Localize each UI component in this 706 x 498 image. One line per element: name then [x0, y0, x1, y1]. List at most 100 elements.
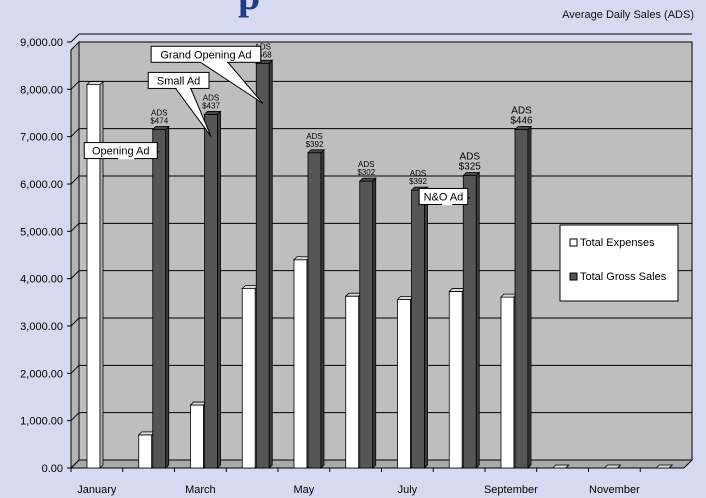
- bar-total-expenses: [603, 464, 622, 469]
- ads-label: $437: [202, 101, 220, 110]
- bar-side: [565, 464, 570, 469]
- x-tick-label: January: [77, 484, 117, 496]
- plot-side-wall: [70, 40, 80, 470]
- x-tick-label: November: [589, 484, 640, 496]
- bar-total-gross-sales: [307, 148, 325, 469]
- bar-total-expenses: [655, 464, 674, 469]
- ads-label: $302: [357, 168, 375, 177]
- bar-front: [138, 434, 153, 469]
- bar-front: [255, 62, 270, 469]
- gridline-diagonal: [70, 364, 80, 374]
- bar-front: [514, 129, 529, 469]
- chart-subtitle: Average Daily Sales (ADS): [562, 9, 694, 21]
- bar-total-gross-sales: [255, 59, 274, 469]
- y-tick-label: 0.00: [42, 463, 63, 475]
- bar-front: [204, 114, 218, 469]
- bar-front: [241, 288, 256, 469]
- bar-front: [397, 299, 411, 469]
- y-tick-label: 3,000.00: [20, 321, 63, 333]
- bar-total-gross-sales: [514, 125, 532, 469]
- callout: Opening Ad: [83, 142, 160, 160]
- bar-side: [99, 80, 104, 469]
- x-tick-label: July: [398, 484, 418, 496]
- gridline-diagonal: [70, 317, 80, 327]
- y-tick-label: 8,000.00: [20, 84, 63, 96]
- bar-side: [217, 110, 221, 469]
- y-tick-label: 4,000.00: [20, 274, 63, 286]
- legend: Total Expenses Total Gross Sales: [559, 224, 679, 302]
- y-tick-label: 2,000.00: [20, 368, 63, 380]
- legend-box: [559, 224, 679, 302]
- bar-side: [268, 59, 273, 469]
- bar-front: [293, 259, 308, 469]
- bar-total-gross-sales: [462, 171, 481, 469]
- bar-total-expenses: [551, 464, 570, 469]
- bar-total-gross-sales: [151, 125, 170, 469]
- ads-label: ADS: [459, 151, 480, 162]
- bar-side: [424, 186, 428, 469]
- legend-label: Total Gross Sales: [580, 271, 667, 283]
- bar-front: [500, 296, 515, 469]
- bar-front: [190, 404, 204, 469]
- bar-side: [165, 125, 170, 469]
- callout-text: Small Ad: [157, 75, 200, 87]
- gridline-diagonal: [70, 128, 80, 138]
- ads-label: ADS: [358, 160, 374, 169]
- bar-front: [411, 189, 425, 469]
- callout: Small Ad: [147, 71, 212, 137]
- legend-swatch: [569, 272, 578, 281]
- ads-label: ADS: [410, 169, 426, 178]
- bar-total-gross-sales: [358, 177, 377, 469]
- ads-label: ADS: [511, 106, 532, 117]
- x-tick-label: May: [293, 484, 314, 496]
- bar-side: [617, 464, 621, 469]
- y-tick-label: 5,000.00: [20, 226, 63, 238]
- gridline-diagonal: [70, 33, 80, 43]
- callout-text: Opening Ad: [92, 146, 150, 158]
- bar-total-gross-sales: [410, 186, 429, 469]
- ads-label: $392: [409, 177, 427, 186]
- bar-front: [462, 175, 477, 469]
- bar-total-expenses: [500, 293, 518, 469]
- bar-side: [527, 125, 532, 469]
- bar-front: [152, 129, 167, 469]
- bar-side: [372, 177, 377, 469]
- ads-label: $392: [306, 140, 324, 149]
- bar-front: [307, 152, 322, 469]
- ads-label: $568: [254, 50, 272, 59]
- x-tick-label: September: [484, 484, 538, 496]
- callout: N&O Ad: [418, 187, 470, 206]
- ads-label: ADS: [306, 132, 322, 141]
- legend-swatch: [569, 238, 578, 247]
- bar-total-gross-sales: [203, 110, 222, 469]
- bar-side: [668, 464, 673, 469]
- ads-label: $446: [510, 116, 533, 127]
- bar-front: [359, 180, 374, 469]
- ads-label: $325: [459, 161, 482, 172]
- gridline-diagonal: [70, 270, 80, 280]
- callout: Grand Opening Ad: [150, 45, 264, 104]
- callout-text: Grand Opening Ad: [160, 49, 251, 61]
- y-tick-label: 1,000.00: [20, 416, 63, 428]
- ads-label: $474: [150, 117, 168, 126]
- page-title-fragment: p: [238, 0, 260, 16]
- legend-label: Total Expenses: [580, 237, 655, 249]
- bar-side: [475, 171, 480, 469]
- y-tick-label: 7,000.00: [20, 132, 63, 144]
- y-tick-label: 9,000.00: [20, 37, 63, 49]
- ads-label: ADS: [151, 109, 167, 118]
- bar-total-expenses: [86, 80, 104, 469]
- bar-side: [320, 148, 325, 469]
- ads-label: ADS: [255, 42, 271, 51]
- gridline-diagonal: [70, 412, 80, 422]
- gridline-diagonal: [70, 175, 80, 185]
- ads-label: ADS: [203, 93, 219, 102]
- y-tick-label: 6,000.00: [20, 179, 63, 191]
- bar-front: [448, 291, 463, 469]
- callout-text: N&O Ad: [424, 191, 464, 203]
- gridline-diagonal: [70, 80, 80, 90]
- gridline-diagonal: [70, 222, 80, 232]
- bar-front: [345, 295, 360, 469]
